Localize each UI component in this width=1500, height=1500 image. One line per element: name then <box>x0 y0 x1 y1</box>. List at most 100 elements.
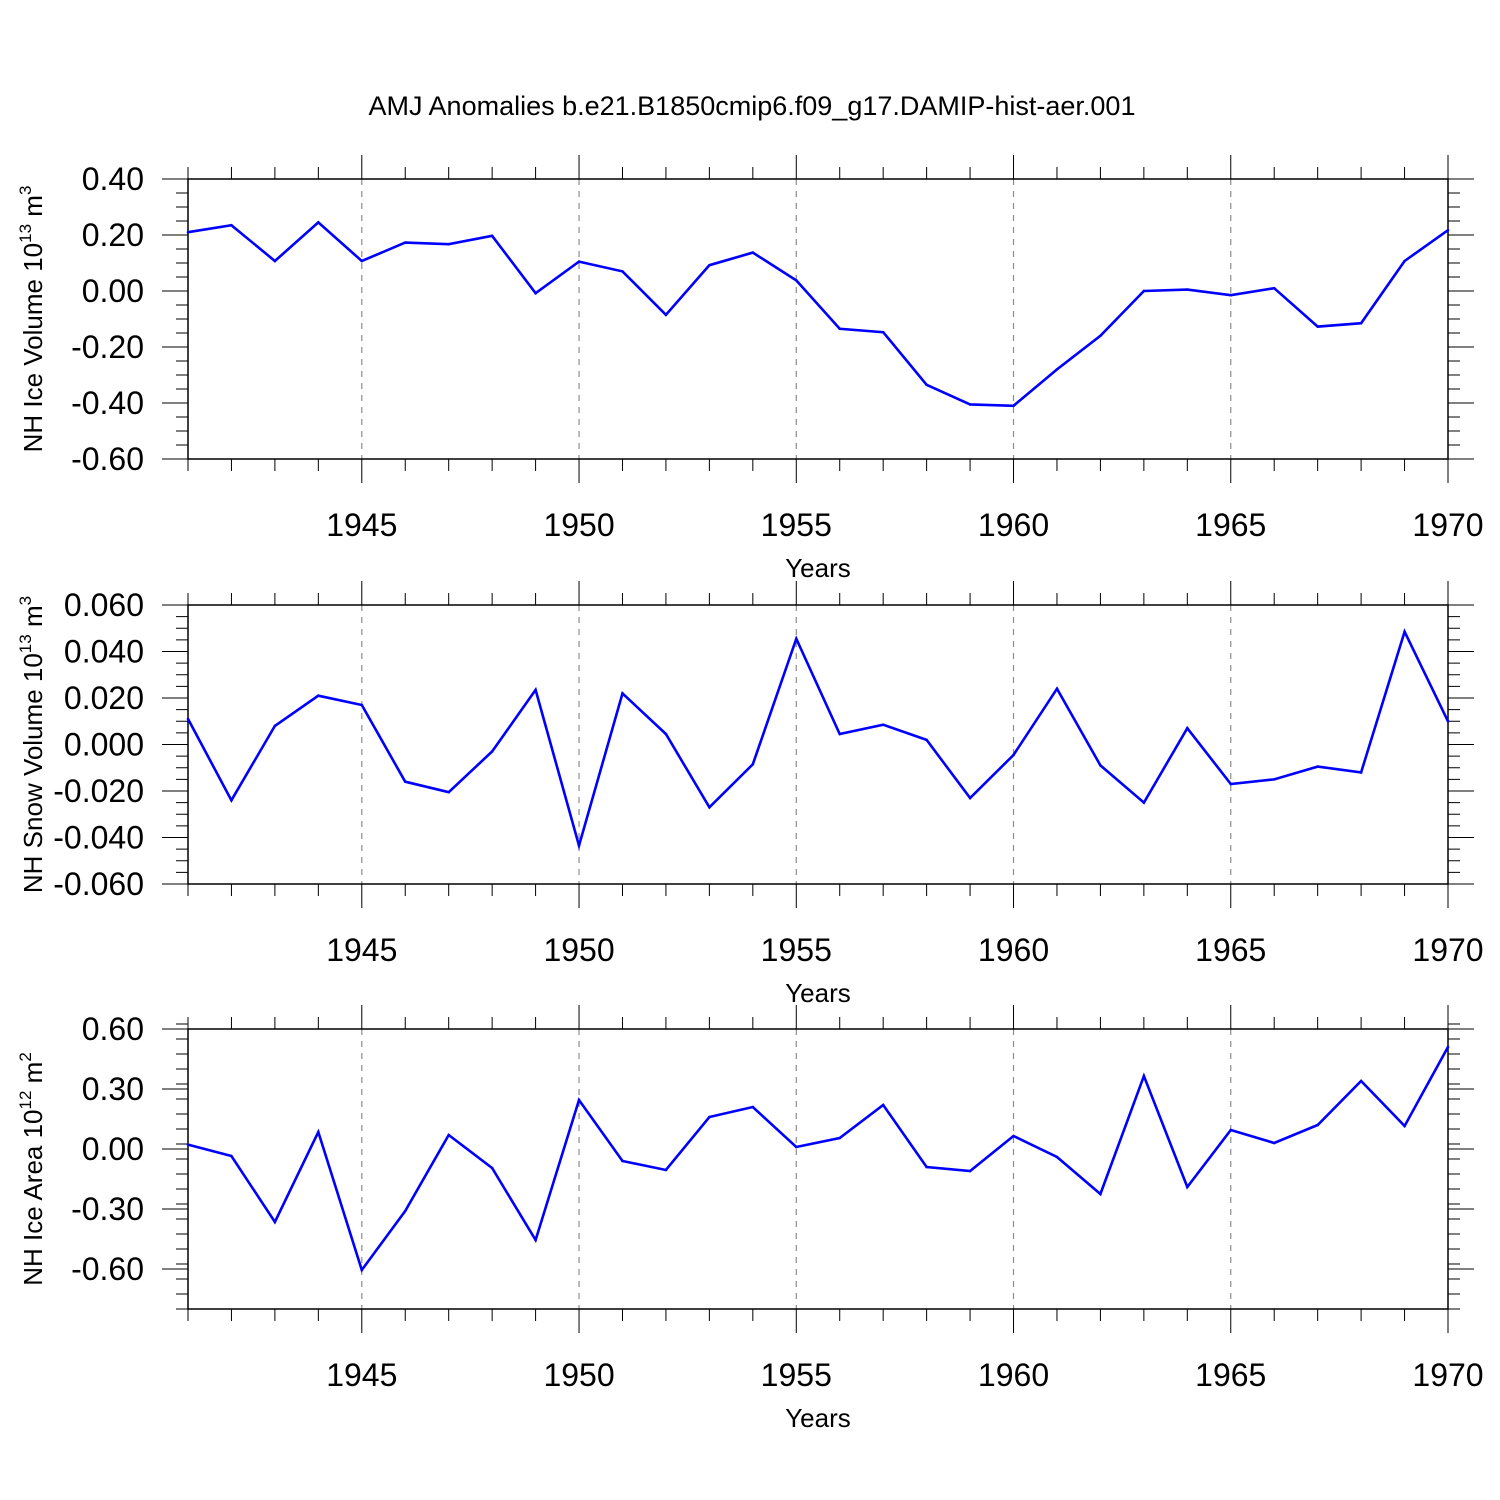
y-tick-label: 0.00 <box>82 273 144 309</box>
data-point <box>1142 801 1146 804</box>
data-point <box>577 1098 581 1102</box>
data-point <box>1055 687 1059 690</box>
data-point <box>664 313 668 317</box>
y-tick-label: 0.040 <box>64 634 144 670</box>
plot-frame <box>187 178 1449 460</box>
data-point <box>1403 259 1406 263</box>
data-point <box>1272 778 1276 781</box>
x-tick-label: 1945 <box>326 507 397 543</box>
y-axis-title-text: NH Snow Volume 10 <box>18 653 48 893</box>
data-point <box>708 1115 711 1119</box>
data-point <box>881 1103 885 1107</box>
data-point <box>968 1169 972 1173</box>
x-axis-title: Years <box>785 553 851 583</box>
data-point <box>490 234 494 238</box>
x-tick-label: 1965 <box>1195 932 1266 968</box>
data-point <box>1229 782 1233 786</box>
data-point <box>1446 228 1450 232</box>
x-tick-label: 1955 <box>761 1357 832 1393</box>
data-point <box>230 1154 233 1158</box>
data-point <box>360 1268 364 1272</box>
data-point <box>447 790 450 794</box>
y-tick-label: 0.060 <box>64 587 144 623</box>
data-point <box>1316 325 1319 328</box>
data-point <box>1099 334 1102 338</box>
data-point <box>794 1145 798 1149</box>
data-point <box>621 692 624 695</box>
data-point <box>186 230 190 234</box>
data-point <box>1055 368 1059 371</box>
y-axis-title-unit: m <box>18 605 48 634</box>
y-tick-label: 0.30 <box>82 1071 144 1107</box>
data-point <box>664 732 668 736</box>
data-point <box>751 251 755 254</box>
data-point <box>1272 1141 1276 1145</box>
data-point <box>751 1105 755 1109</box>
data-point <box>317 1130 320 1134</box>
data-point <box>838 327 842 331</box>
data-point <box>1229 293 1233 297</box>
x-tick-label: 1970 <box>1412 507 1483 543</box>
data-point <box>1316 765 1319 768</box>
data-point <box>186 717 190 721</box>
data-point <box>1359 1079 1363 1083</box>
data-point <box>186 1143 190 1146</box>
chart-panel-2: 0.060 0.040 0.020 0.000 -0.020 -0.040 -0.060 19… <box>16 581 1484 1008</box>
y-axis-title-text: NH Ice Volume 10 <box>18 243 48 453</box>
y-axis-title: NH Ice Area 1012 m2 <box>16 1052 48 1286</box>
x-tick-label: 1955 <box>761 932 832 968</box>
data-point <box>1012 404 1015 408</box>
y-axis-title-exponent: 13 <box>16 224 35 243</box>
data-point <box>1099 1192 1102 1196</box>
x-tick-label: 1950 <box>543 507 614 543</box>
data-point <box>230 799 233 802</box>
data-point <box>1446 1045 1450 1049</box>
y-tick-label: -0.020 <box>53 773 144 809</box>
data-point <box>534 688 537 692</box>
plot-frame <box>187 604 1449 885</box>
data-point <box>1055 1155 1059 1159</box>
x-tick-label: 1960 <box>978 932 1049 968</box>
x-tick-label: 1960 <box>978 507 1049 543</box>
series-line-1 <box>187 1046 1450 1273</box>
data-point <box>881 330 885 334</box>
data-point <box>1099 764 1102 767</box>
data-point <box>534 291 537 295</box>
x-tick-label: 1950 <box>543 1357 614 1393</box>
chart-panel-3: 0.60 0.30 0.00 -0.30 -0.60 1945 1950 1955 1960 19… <box>16 1005 1484 1433</box>
y-axis-title-exponent: 12 <box>16 1091 35 1110</box>
data-point <box>794 637 798 641</box>
data-point <box>360 703 364 707</box>
data-point <box>1272 286 1276 290</box>
y-tick-label: -0.040 <box>53 820 144 856</box>
y-tick-label: -0.060 <box>53 866 144 902</box>
data-point <box>577 260 581 263</box>
x-axis-title: Years <box>785 1403 851 1433</box>
data-point <box>1186 288 1189 291</box>
x-tick-label: 1965 <box>1195 507 1266 543</box>
data-point <box>794 279 798 282</box>
data-point <box>1403 1124 1406 1128</box>
y-tick-label: 0.40 <box>82 161 144 197</box>
series-line-1 <box>187 220 1449 408</box>
x-tick-label: 1960 <box>978 1357 1049 1393</box>
data-point <box>1186 1185 1189 1189</box>
data-point <box>1446 719 1450 723</box>
x-tick-label: 1950 <box>543 932 614 968</box>
data-point <box>447 1133 450 1137</box>
figure-title: AMJ Anomalies b.e21.B1850cmip6.f09_g17.D… <box>369 91 1136 121</box>
x-tick-label: 1965 <box>1195 1357 1266 1393</box>
data-point <box>403 241 407 244</box>
data-point <box>664 1168 668 1172</box>
data-point <box>1403 630 1406 634</box>
y-tick-label: 0.020 <box>64 680 144 716</box>
data-point <box>1186 726 1189 730</box>
data-point <box>230 223 233 227</box>
data-point <box>838 1136 842 1140</box>
data-point <box>968 403 972 406</box>
data-point <box>881 723 885 727</box>
y-tick-label: -0.30 <box>71 1191 144 1227</box>
data-point <box>577 844 581 847</box>
y-tick-label: 0.00 <box>82 1131 144 1167</box>
